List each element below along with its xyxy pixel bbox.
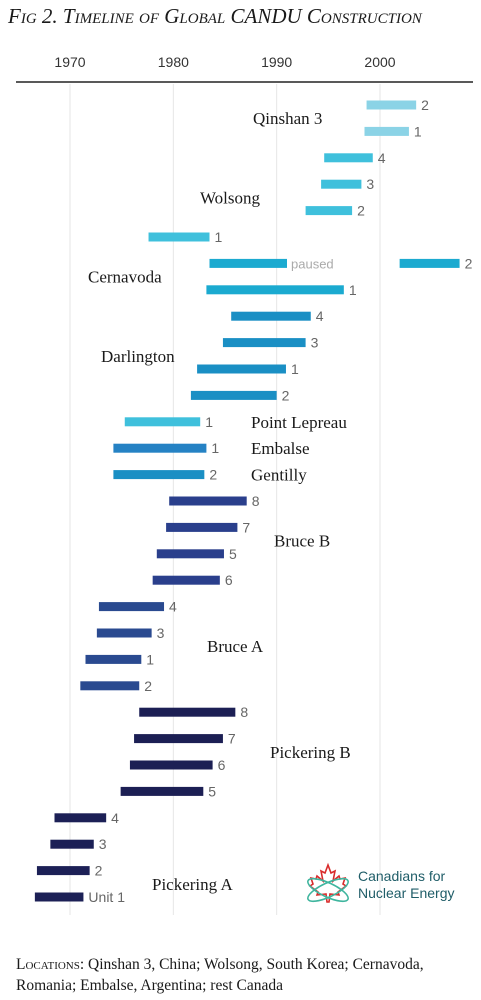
unit-label: 1 — [211, 440, 219, 456]
bar-darlington-unit-1 — [197, 364, 286, 374]
unit-label: Unit 1 — [88, 889, 125, 905]
bar-darlington-unit-3 — [222, 338, 306, 348]
tick-label-1990: 1990 — [261, 54, 292, 70]
unit-label: 2 — [282, 387, 290, 403]
bar-gentilly-unit-2 — [113, 470, 205, 480]
plant-label-bruce-a: Bruce A — [207, 637, 264, 656]
plant-label-gentilly: Gentilly — [251, 466, 307, 485]
bar-bruce-a-unit-1 — [85, 654, 142, 664]
cne-logo: Canadians for Nuclear Energy — [302, 862, 480, 912]
bar-bruce-a-unit-3 — [96, 628, 152, 638]
footnote-text: Qinshan 3, China; Wolsong, South Korea; … — [16, 956, 424, 994]
bar-bruce-b-unit-8 — [169, 496, 247, 506]
bar-pickering-a-unit-3 — [50, 839, 94, 849]
unit-label: 6 — [225, 572, 233, 588]
unit-label: 2 — [357, 203, 365, 219]
bar-pickering-a-unit-2 — [36, 866, 90, 876]
plant-label-bruce-b: Bruce B — [274, 532, 330, 551]
bar-darlington-unit-2 — [190, 390, 277, 400]
unit-label: 8 — [240, 704, 248, 720]
unit-label: 5 — [229, 546, 237, 562]
unit-label: 1 — [414, 123, 422, 139]
unit-label: 1 — [205, 414, 213, 430]
bar-bruce-a-unit-2 — [80, 681, 140, 691]
unit-label: 4 — [316, 308, 324, 324]
bar-point-lepreau-unit-1 — [124, 417, 201, 427]
unit-label: 7 — [228, 731, 236, 747]
bar-pickering-b-unit-7 — [134, 734, 223, 744]
tick-label-1980: 1980 — [158, 54, 189, 70]
plant-label-embalse: Embalse — [251, 439, 310, 458]
unit-label: 1 — [146, 651, 154, 667]
unit-label: 2 — [209, 467, 217, 483]
bar-pickering-b-unit-5 — [120, 786, 204, 796]
bar-pickering-b-unit-6 — [129, 760, 213, 770]
bar-bruce-b-unit-5 — [156, 549, 224, 559]
maple-leaf-atom-icon — [307, 862, 349, 903]
unit-label: 2 — [421, 97, 429, 113]
unit-label: 4 — [378, 150, 386, 166]
unit-label: 1 — [215, 229, 223, 245]
footnote-lead: Locations: — [16, 956, 85, 973]
unit-label: 3 — [366, 176, 374, 192]
bar-wolsong-unit-2 — [305, 206, 353, 216]
plant-label-cernavoda: Cernavoda — [88, 268, 162, 287]
logo-line1: Canadians for — [358, 868, 446, 884]
unit-label: 3 — [157, 625, 165, 641]
bar-wolsong-unit-4 — [324, 153, 373, 163]
unit-label: 8 — [252, 493, 260, 509]
unit-label: 5 — [208, 783, 216, 799]
plant-label-qinshan-3: Qinshan 3 — [253, 109, 322, 128]
unit-label: 7 — [242, 519, 250, 535]
logo-text: Canadians for Nuclear Energy — [358, 868, 481, 902]
bar-pickering-a-unit-unit-1 — [34, 892, 84, 902]
bar-bruce-b-unit-7 — [166, 522, 238, 532]
bar-cernavoda-unit-1 — [206, 285, 344, 295]
unit-label: 2 — [465, 255, 473, 271]
bar-bruce-b-unit-6 — [152, 575, 220, 585]
chart-title: Fig 2. Timeline of Global CANDU Construc… — [8, 4, 422, 28]
paused-label: paused — [291, 256, 334, 271]
logo-line2: Nuclear Energy — [358, 885, 455, 901]
plant-label-pickering-b: Pickering B — [270, 743, 351, 762]
bar-pickering-b-unit-8 — [139, 707, 236, 717]
bar-darlington-unit-4 — [231, 311, 311, 321]
bar-embalse-unit-1 — [113, 443, 207, 453]
plant-label-pickering-a: Pickering A — [152, 875, 233, 894]
unit-label: 1 — [291, 361, 299, 377]
plant-label-wolsong: Wolsong — [200, 188, 261, 207]
bar-cernavoda-unit-2 — [209, 258, 287, 268]
bar-wolsong-unit-3 — [321, 179, 362, 189]
bar-bruce-a-unit-4 — [98, 602, 165, 612]
unit-label: 2 — [144, 678, 152, 694]
unit-label: 4 — [169, 599, 177, 615]
plant-label-point-lepreau: Point Lepreau — [251, 413, 347, 432]
footnote: Locations: Qinshan 3, China; Wolsong, So… — [16, 954, 474, 996]
plant-label-darlington: Darlington — [101, 347, 175, 366]
tick-label-1970: 1970 — [54, 54, 85, 70]
bar-wolsong-unit-1 — [148, 232, 210, 242]
bar-cernavoda-unit-2-resumed — [399, 258, 460, 268]
unit-label: 4 — [111, 810, 119, 826]
unit-label: 2 — [95, 863, 103, 879]
unit-label: 3 — [99, 836, 107, 852]
bar-pickering-a-unit-4 — [54, 813, 107, 823]
unit-label: 1 — [349, 282, 357, 298]
unit-label: 3 — [311, 335, 319, 351]
tick-label-2000: 2000 — [364, 54, 395, 70]
bar-qinshan-3-unit-1 — [364, 126, 409, 136]
bar-qinshan-3-unit-2 — [366, 100, 417, 110]
unit-label: 6 — [218, 757, 226, 773]
